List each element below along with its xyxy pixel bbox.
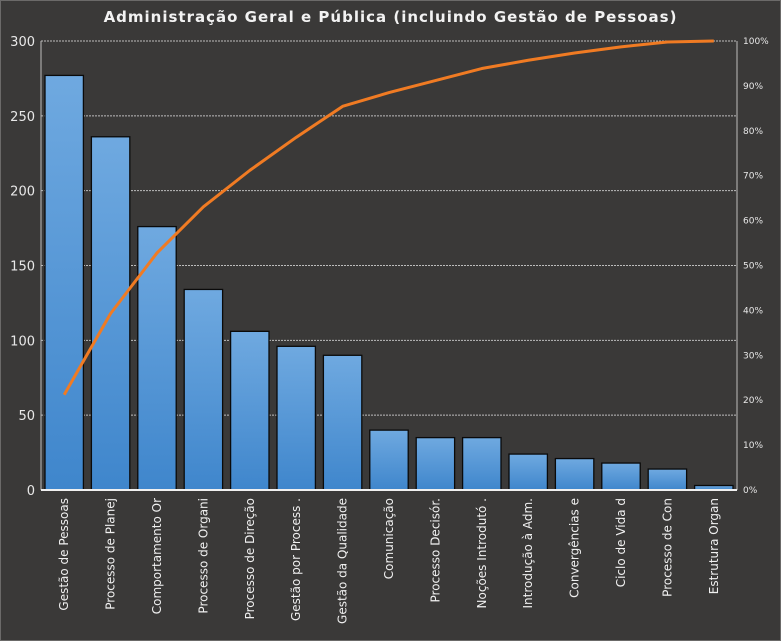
y-tick-label: 250 xyxy=(10,110,35,125)
y2-tick-label: 80% xyxy=(743,127,763,137)
y2-tick-label: 90% xyxy=(743,82,763,92)
y-tick-label: 50 xyxy=(18,409,35,424)
bar xyxy=(601,462,641,491)
y-tick-label: 0 xyxy=(27,484,35,499)
y2-tick-label: 60% xyxy=(743,217,763,227)
x-tick-label: Comportamento Or xyxy=(150,498,164,614)
x-tick-label: Ciclo de Vida d xyxy=(614,498,628,587)
x-tick-label: Gestão de Pessoas xyxy=(57,498,71,611)
chart-title: Administração Geral e Pública (incluindo… xyxy=(103,8,678,26)
y-tick-label: 150 xyxy=(10,260,35,275)
y2-tick-label: 30% xyxy=(743,351,763,361)
y2-tick-label: 40% xyxy=(743,306,763,316)
x-tick-label: Noções Introdutó . xyxy=(475,498,489,608)
x-tick-label: Introdução à Adm. xyxy=(521,498,535,608)
x-tick-label: Processo de Planej xyxy=(104,498,118,610)
x-tick-label: Processo de Direção xyxy=(243,498,257,619)
bar xyxy=(137,225,177,491)
bar xyxy=(229,330,270,491)
x-tick-label: Estrutura Organ xyxy=(707,498,721,594)
x-tick-label: Processo Decisór. xyxy=(428,498,442,602)
bar xyxy=(461,436,502,491)
bar xyxy=(369,429,409,491)
bar xyxy=(647,468,688,491)
bar xyxy=(415,436,456,491)
y2-tick-label: 50% xyxy=(743,262,763,272)
x-tick-label: Convergências e xyxy=(568,498,582,598)
bar xyxy=(44,74,85,491)
x-tick-label: Gestão por Process . xyxy=(289,498,303,621)
cumulative-line xyxy=(62,39,714,396)
y-tick-label: 200 xyxy=(10,185,35,200)
x-tick-label: Comunicação xyxy=(382,498,396,579)
bar xyxy=(183,288,224,491)
bar xyxy=(508,453,549,491)
y2-tick-label: 70% xyxy=(743,172,763,182)
y2-tick-label: 10% xyxy=(743,441,763,451)
x-tick-label: Gestão da Qualidade xyxy=(336,498,350,624)
y2-tick-label: 100% xyxy=(743,37,769,47)
bar xyxy=(554,457,595,491)
bar xyxy=(276,345,317,491)
y2-tick-label: 20% xyxy=(743,396,763,406)
y-tick-label: 100 xyxy=(10,334,35,349)
y-tick-label: 300 xyxy=(10,35,35,50)
bar xyxy=(322,354,363,491)
x-tick-label: Processo de Con xyxy=(660,498,674,597)
y2-tick-label: 0% xyxy=(743,486,758,496)
x-tick-label: Processo de Organi xyxy=(196,498,210,614)
